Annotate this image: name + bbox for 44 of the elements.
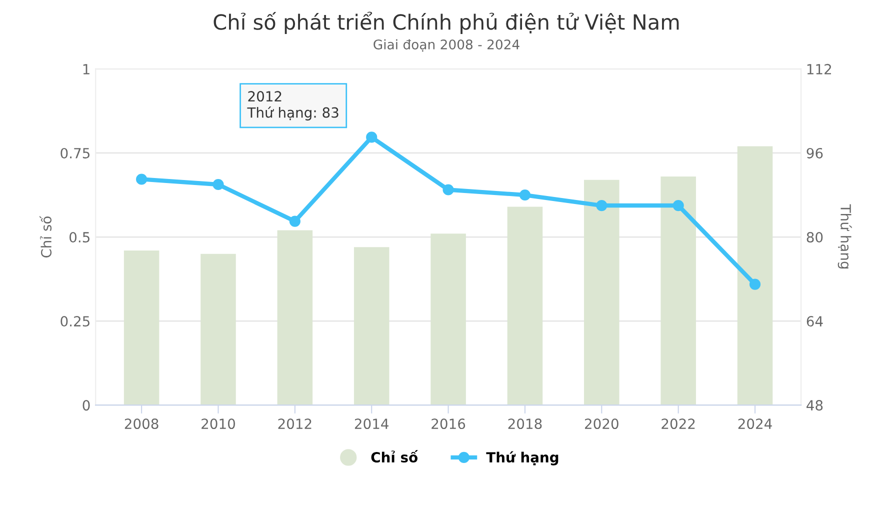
point bbox=[136, 174, 148, 185]
y-tick-label: 0.75 bbox=[60, 148, 90, 158]
y2-tick-label: 96 bbox=[806, 148, 823, 158]
y-tick-label: 1 bbox=[83, 64, 90, 74]
bar bbox=[277, 230, 313, 406]
x-tick-label: 2014 bbox=[354, 418, 388, 430]
y2-tick-label: 80 bbox=[806, 232, 823, 242]
annotation: 2012 Thứ hạng: 83 bbox=[247, 91, 338, 120]
bar bbox=[660, 176, 696, 406]
point bbox=[672, 200, 684, 212]
y-tick-label: 0.25 bbox=[60, 316, 90, 327]
bar bbox=[584, 180, 620, 406]
bar bbox=[124, 250, 160, 406]
x-tick-label: 2016 bbox=[432, 418, 466, 430]
x-tick-label: 2008 bbox=[124, 418, 158, 430]
bar bbox=[737, 146, 773, 406]
y2-axis-title: Thứ hạng bbox=[838, 204, 852, 268]
y2-tick-label: 112 bbox=[807, 64, 831, 74]
point bbox=[212, 178, 224, 190]
point bbox=[749, 278, 761, 290]
x-tick-label: 2024 bbox=[738, 418, 772, 430]
point bbox=[519, 189, 531, 201]
x-tick-label: 2010 bbox=[202, 418, 235, 430]
point bbox=[442, 184, 454, 196]
chart-title: Chỉ số phát triển Chính phủ điện tử Việt Nam bbox=[214, 12, 679, 34]
x-tick-label: 2012 bbox=[278, 418, 312, 430]
x-tick-label: 2018 bbox=[508, 418, 542, 430]
y-axis-title: Chỉ số bbox=[40, 216, 52, 258]
y-tick-label: 0.5 bbox=[70, 232, 90, 242]
y-tick-label: 0 bbox=[82, 400, 90, 411]
y2-tick-label: 48 bbox=[806, 400, 823, 411]
x-tick-label: 2022 bbox=[662, 418, 695, 430]
bar bbox=[430, 234, 466, 406]
bar bbox=[507, 206, 543, 406]
legend-label: Chỉ số bbox=[371, 450, 418, 463]
y2-tick-label: 64 bbox=[806, 316, 823, 327]
x-tick-label: 2020 bbox=[584, 418, 618, 430]
chart-subtitle: Giai đoạn 2008 - 2024 bbox=[374, 39, 520, 52]
point bbox=[366, 132, 378, 143]
point bbox=[289, 216, 300, 227]
legend-label: Thứ hạng bbox=[486, 451, 558, 466]
bar bbox=[354, 247, 390, 406]
bar bbox=[200, 254, 236, 406]
point bbox=[596, 200, 608, 212]
